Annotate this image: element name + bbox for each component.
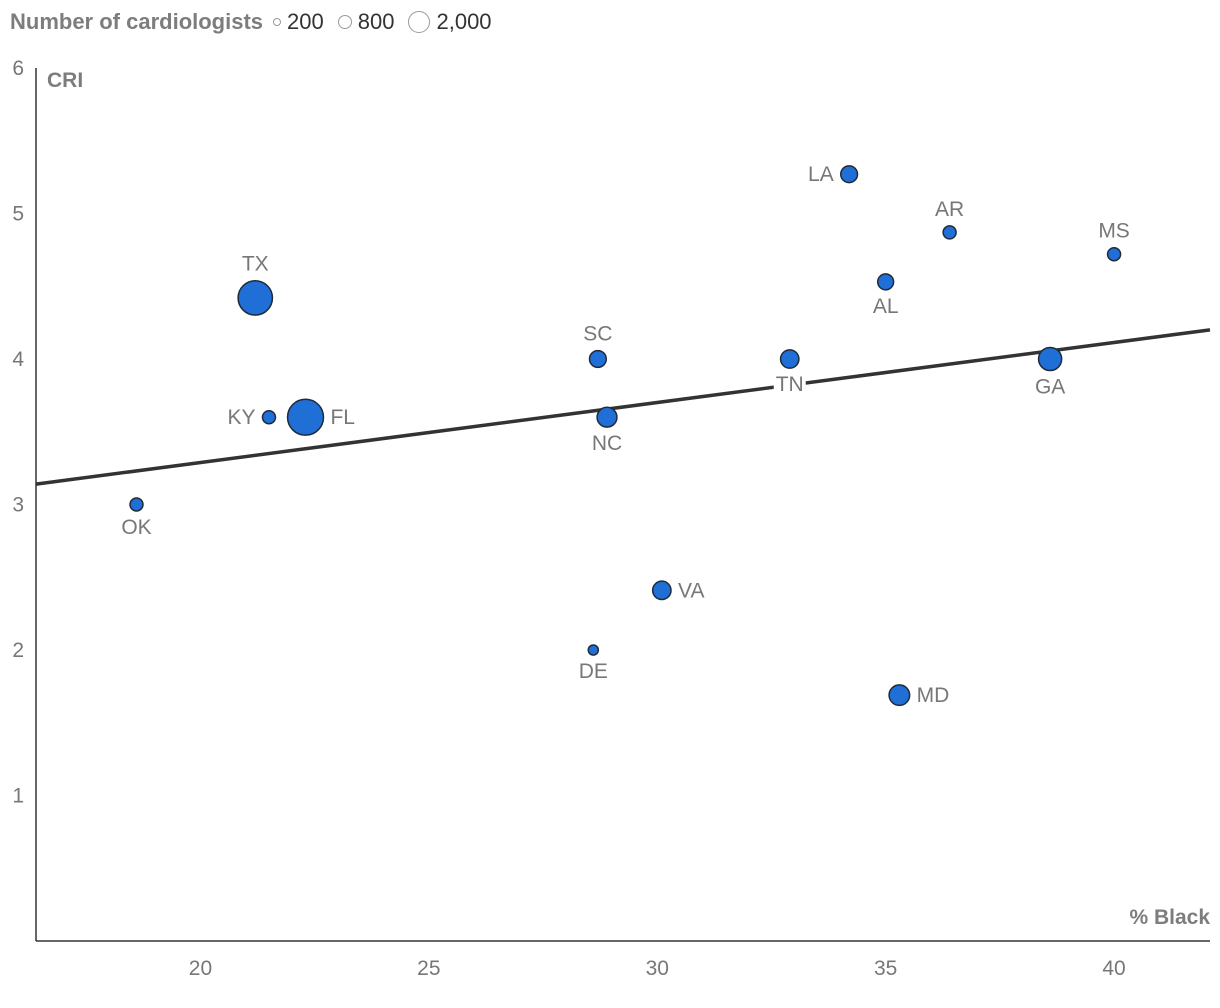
size-legend-item-large: 2,000 (408, 9, 492, 35)
size-legend-title: Number of cardiologists (10, 9, 264, 34)
point-label-ky: KY (227, 406, 255, 429)
size-legend-label-medium: 800 (357, 9, 395, 34)
data-point-al (876, 273, 895, 291)
y-tick-label: 6 (12, 57, 24, 80)
data-point-md (888, 684, 911, 707)
trend-line-group (35, 328, 1211, 486)
point-label-al: AL (873, 295, 899, 318)
point-label-sc: SC (583, 323, 612, 346)
y-tick-label: 2 (12, 639, 24, 662)
point-label-nc: NC (592, 432, 622, 455)
data-point-fl (286, 398, 325, 436)
data-point-ok (129, 497, 144, 512)
data-point-tx (237, 279, 274, 316)
point-label-bg (773, 373, 806, 397)
point-label-ok: OK (121, 516, 151, 539)
size-legend-circle-medium (337, 15, 352, 29)
point-label-fl: FL (330, 406, 355, 429)
data-point-de (587, 644, 600, 656)
size-legend-item-medium: 800 (337, 9, 395, 35)
point-label-va: VA (678, 579, 704, 602)
data-point-ms (1106, 246, 1122, 262)
point-label-md: MD (917, 684, 950, 707)
size-legend-circle-small (273, 18, 282, 26)
data-point-sc (588, 349, 608, 369)
data-point-ky (261, 409, 277, 425)
point-labels-group: OK TX KY FL DE SC NC VA TN LA AL MD AR GA MS (121, 163, 1129, 707)
data-point-la (839, 165, 859, 184)
size-legend-item-small: 200 (273, 9, 324, 35)
size-legend-label-small: 200 (287, 9, 324, 34)
data-point-ar (942, 225, 957, 240)
y-tick-label: 3 (12, 494, 24, 517)
points-group (129, 165, 1122, 707)
point-label-la: LA (808, 163, 834, 186)
y-tick-label: 5 (12, 203, 24, 226)
x-axis-title: % Black (1129, 906, 1210, 929)
point-label-de: DE (579, 660, 608, 683)
size-legend: Number of cardiologists 200 800 2,000 (10, 8, 506, 36)
x-tick-label: 25 (417, 957, 440, 980)
y-tick-label: 1 (12, 785, 24, 808)
point-label-tn: TN (776, 373, 804, 396)
y-tick-label: 4 (12, 348, 24, 371)
size-legend-label-large: 2,000 (436, 9, 492, 34)
y-axis-title: CRI (47, 69, 83, 92)
point-label-ga: GA (1035, 376, 1065, 399)
data-point-ga (1037, 346, 1063, 372)
data-point-va (651, 580, 672, 601)
x-tick-label: 20 (189, 957, 212, 980)
size-legend-circle-large (408, 11, 431, 33)
data-point-tn (779, 349, 800, 369)
point-label-ms: MS (1098, 220, 1130, 243)
point-label-tx: TX (242, 253, 269, 276)
x-tick-label: 30 (646, 957, 669, 980)
x-tick-label: 40 (1102, 957, 1125, 980)
x-tick-label: 35 (874, 957, 897, 980)
point-label-ar: AR (935, 198, 964, 221)
axes: 1 2 3 4 5 6 20 25 30 35 40 CRI % Black (12, 57, 1210, 980)
data-point-nc (596, 406, 618, 428)
trend-line (35, 328, 1211, 486)
